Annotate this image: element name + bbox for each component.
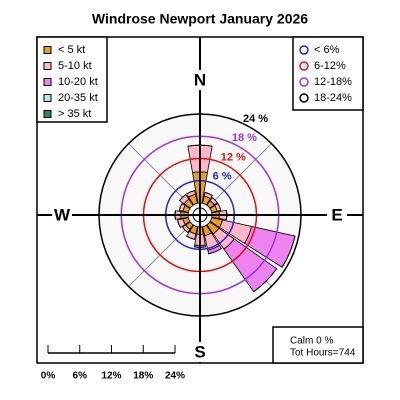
- legend-swatch: [43, 62, 52, 70]
- ring-label: 12 %: [221, 151, 246, 163]
- legend-label: 10-20 kt: [58, 76, 98, 88]
- compass-bg: [327, 205, 347, 225]
- legend-swatch: [299, 45, 309, 55]
- legend-swatch: [43, 94, 52, 102]
- scale-label: 24%: [165, 371, 185, 382]
- compass-bg: [52, 205, 72, 225]
- legend-label: 5-10 kt: [58, 60, 92, 72]
- legend-swatch: [299, 77, 309, 87]
- petal-segment: [217, 203, 222, 211]
- legend-label: < 6%: [314, 44, 340, 56]
- legend-box: [292, 36, 364, 111]
- legend-swatch: [43, 46, 52, 54]
- petal-segment: [186, 235, 195, 240]
- legend-label: < 5 kt: [58, 44, 85, 56]
- compass-label: E: [331, 205, 342, 224]
- scale-label: 6%: [73, 371, 88, 382]
- legend-swatch: [299, 61, 309, 71]
- compass-label: S: [194, 342, 205, 361]
- compass-bg: [190, 70, 210, 90]
- legend-label: 6-12%: [314, 60, 346, 72]
- legend-label: 12-18%: [314, 76, 352, 88]
- compass-bg: [190, 342, 210, 362]
- compass-label: W: [54, 205, 71, 224]
- legend-label: 18-24%: [314, 92, 352, 104]
- calm-box: [272, 326, 364, 364]
- scale-label: 18%: [133, 371, 153, 382]
- scale-label: 12%: [101, 371, 121, 382]
- total-label: Tot Hours=744: [290, 348, 356, 359]
- scale-label: 0%: [41, 371, 56, 382]
- ring-label: 24 %: [243, 113, 268, 125]
- ring-label: 18 %: [232, 132, 257, 144]
- legend-swatch: [43, 78, 52, 86]
- legend-label: > 35 kt: [58, 108, 91, 120]
- legend-label: 20-35 kt: [58, 92, 98, 104]
- chart-title: Windrose Newport January 2026: [92, 11, 308, 27]
- ring-label: 6 %: [213, 171, 232, 183]
- legend-swatch: [43, 110, 52, 118]
- petal-segment: [178, 203, 183, 211]
- compass-label: N: [194, 70, 206, 89]
- petal-segment: [187, 144, 213, 147]
- legend-swatch: [299, 93, 309, 103]
- calm-label: Calm 0 %: [290, 336, 333, 347]
